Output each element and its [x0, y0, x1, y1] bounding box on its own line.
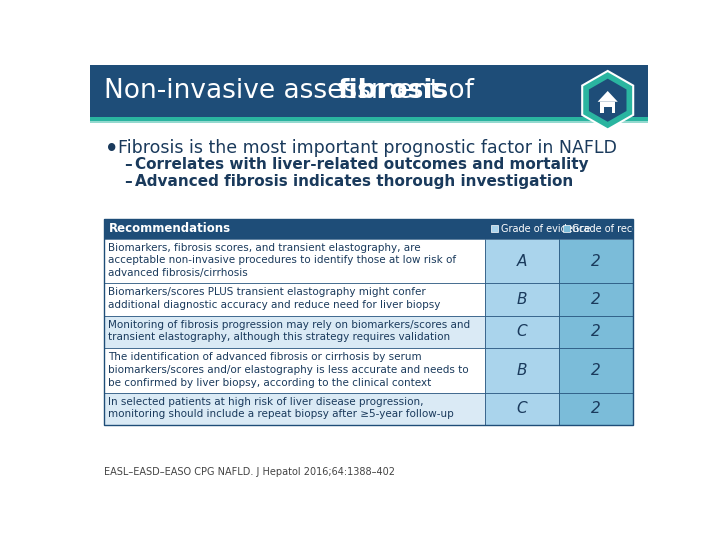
Text: B: B [517, 292, 527, 307]
Polygon shape [582, 71, 633, 130]
FancyBboxPatch shape [485, 348, 559, 393]
Text: A: A [517, 254, 527, 268]
Text: Grade of recommendation: Grade of recommendation [572, 224, 701, 234]
Text: fibrosis: fibrosis [338, 78, 449, 104]
Polygon shape [595, 118, 620, 130]
FancyBboxPatch shape [485, 284, 559, 316]
Text: C: C [517, 402, 527, 416]
Polygon shape [589, 79, 626, 122]
FancyBboxPatch shape [90, 65, 648, 117]
Text: C: C [517, 325, 527, 340]
FancyBboxPatch shape [485, 316, 559, 348]
Text: The identification of advanced fibrosis or cirrhosis by serum
biomarkers/scores : The identification of advanced fibrosis … [108, 352, 469, 388]
FancyBboxPatch shape [559, 316, 632, 348]
FancyBboxPatch shape [559, 239, 632, 284]
FancyBboxPatch shape [104, 316, 485, 348]
FancyBboxPatch shape [104, 219, 632, 239]
Text: 2: 2 [591, 254, 600, 268]
Text: •: • [106, 139, 119, 159]
Text: Grade of evidence: Grade of evidence [500, 224, 590, 234]
Text: B: B [517, 363, 527, 378]
FancyBboxPatch shape [104, 284, 485, 316]
FancyBboxPatch shape [604, 107, 611, 113]
Text: Non-invasive assessment of fibrosis: Non-invasive assessment of fibrosis [104, 78, 577, 104]
Text: 2: 2 [591, 325, 600, 340]
Text: –: – [124, 157, 132, 172]
FancyBboxPatch shape [90, 121, 648, 123]
FancyBboxPatch shape [559, 348, 632, 393]
Text: 2: 2 [591, 363, 600, 378]
Text: Non-invasive assessment of: Non-invasive assessment of [104, 78, 482, 104]
Text: Fibrosis is the most important prognostic factor in NAFLD: Fibrosis is the most important prognosti… [118, 139, 617, 157]
Polygon shape [598, 91, 618, 102]
FancyBboxPatch shape [559, 393, 632, 425]
FancyBboxPatch shape [90, 117, 648, 121]
Text: Monitoring of fibrosis progression may rely on biomarkers/scores and
transient e: Monitoring of fibrosis progression may r… [108, 320, 470, 342]
Text: Advanced fibrosis indicates thorough investigation: Advanced fibrosis indicates thorough inv… [135, 174, 573, 189]
Text: EASL–EASD–EASO CPG NAFLD. J Hepatol 2016;64:1388–402: EASL–EASD–EASO CPG NAFLD. J Hepatol 2016… [104, 467, 395, 477]
FancyBboxPatch shape [600, 102, 616, 113]
FancyBboxPatch shape [104, 348, 485, 393]
Text: –: – [124, 174, 132, 189]
Text: Recommendations: Recommendations [109, 222, 230, 235]
Text: 2: 2 [591, 402, 600, 416]
FancyBboxPatch shape [485, 393, 559, 425]
Text: Non-invasive assessment of: Non-invasive assessment of [0, 539, 1, 540]
FancyBboxPatch shape [559, 284, 632, 316]
FancyBboxPatch shape [563, 225, 570, 232]
FancyBboxPatch shape [485, 239, 559, 284]
Text: 2: 2 [591, 292, 600, 307]
Text: In selected patients at high risk of liver disease progression,
monitoring shoul: In selected patients at high risk of liv… [108, 397, 454, 420]
FancyBboxPatch shape [104, 239, 485, 284]
FancyBboxPatch shape [104, 393, 485, 425]
Text: Biomarkers, fibrosis scores, and transient elastography, are
acceptable non-inva: Biomarkers, fibrosis scores, and transie… [108, 242, 456, 278]
Text: Correlates with liver-related outcomes and mortality: Correlates with liver-related outcomes a… [135, 157, 588, 172]
FancyBboxPatch shape [492, 225, 498, 232]
Text: Biomarkers/scores PLUS transient elastography might confer
additional diagnostic: Biomarkers/scores PLUS transient elastog… [108, 287, 440, 310]
